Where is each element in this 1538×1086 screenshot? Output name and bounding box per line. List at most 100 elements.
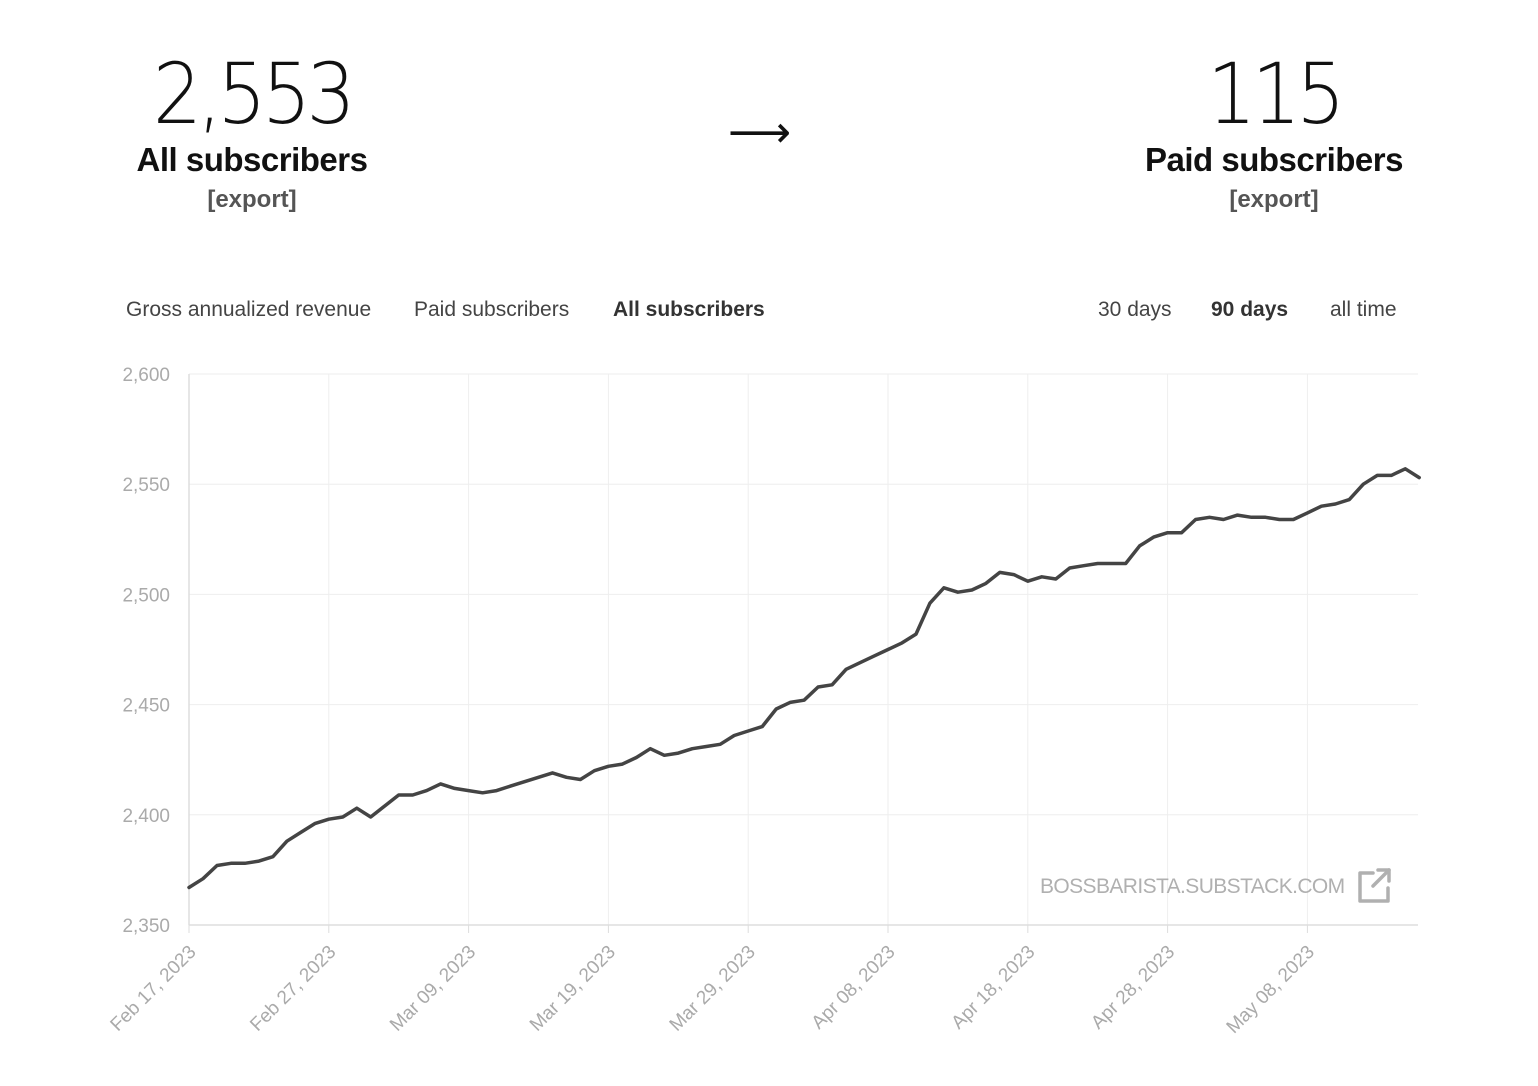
- x-tick-label: Mar 19, 2023: [526, 942, 620, 1036]
- paid-subscribers-label: Paid subscribers: [1145, 141, 1403, 178]
- data-point: [1110, 562, 1114, 566]
- data-point: [1250, 515, 1254, 519]
- data-point: [648, 747, 652, 751]
- axes: [188, 374, 1418, 933]
- series-layer: [187, 467, 1421, 890]
- paid-subscribers-export-link[interactable]: [export]: [1229, 186, 1319, 213]
- data-point: [313, 822, 317, 826]
- x-tick-label: Feb 17, 2023: [107, 942, 201, 1036]
- data-point: [1291, 518, 1295, 522]
- data-point: [1236, 513, 1240, 517]
- data-point: [439, 782, 443, 786]
- data-point: [746, 729, 750, 733]
- data-point: [1319, 504, 1323, 508]
- x-tick-label: Apr 28, 2023: [1087, 942, 1179, 1034]
- data-point: [1040, 575, 1044, 579]
- data-point: [1347, 498, 1351, 502]
- range-90-days[interactable]: 90 days: [1211, 298, 1289, 321]
- data-point: [942, 586, 946, 590]
- tab-all-subscribers[interactable]: All subscribers: [613, 298, 765, 321]
- data-point: [606, 764, 610, 768]
- data-point: [858, 661, 862, 665]
- data-point: [1152, 535, 1156, 539]
- data-point: [984, 581, 988, 585]
- data-point: [928, 601, 932, 605]
- data-point: [201, 877, 205, 881]
- data-point: [662, 753, 666, 757]
- data-point: [551, 771, 555, 775]
- y-tick-label: 2,400: [122, 806, 170, 827]
- x-tick-label: Apr 08, 2023: [808, 942, 900, 1034]
- data-point: [1180, 531, 1184, 535]
- data-point: [886, 648, 890, 652]
- data-point: [537, 775, 541, 779]
- data-point: [481, 791, 485, 795]
- data-point: [411, 793, 415, 797]
- tab-gross-annualized-revenue[interactable]: Gross annualized revenue: [126, 298, 372, 321]
- data-point: [900, 641, 904, 645]
- data-point: [1012, 573, 1016, 577]
- data-point: [243, 861, 247, 865]
- range-30-days[interactable]: 30 days: [1098, 298, 1172, 321]
- data-point: [1305, 511, 1309, 515]
- data-point: [299, 830, 303, 834]
- data-point: [341, 815, 345, 819]
- data-point: [788, 700, 792, 704]
- data-point: [1277, 518, 1281, 522]
- y-tick-label: 2,600: [122, 365, 170, 386]
- arrow-right-icon: ⟶: [728, 107, 792, 158]
- x-tick-label: Apr 18, 2023: [948, 942, 1040, 1034]
- data-point: [1375, 473, 1379, 477]
- x-axis-ticks: Feb 17, 2023 Feb 27, 2023 Mar 09, 2023 Mar …: [107, 942, 1319, 1038]
- data-point: [565, 775, 569, 779]
- data-point: [397, 793, 401, 797]
- all-subscribers-count: 2,553: [152, 45, 356, 143]
- data-point: [774, 707, 778, 711]
- y-tick-label: 2,500: [122, 585, 170, 606]
- data-point: [956, 590, 960, 594]
- data-point: [1264, 515, 1268, 519]
- range-all-time[interactable]: all time: [1330, 298, 1397, 321]
- data-point: [495, 789, 499, 793]
- series-line-all-subscribers: [187, 467, 1421, 890]
- data-point: [760, 725, 764, 729]
- data-point: [1403, 467, 1407, 471]
- all-subscribers-export-link[interactable]: [export]: [207, 186, 297, 213]
- data-point: [718, 742, 722, 746]
- data-point: [872, 654, 876, 658]
- data-point: [816, 685, 820, 689]
- data-point: [453, 786, 457, 790]
- data-point: [620, 762, 624, 766]
- data-point: [704, 745, 708, 749]
- data-point: [1082, 564, 1086, 568]
- data-point: [1417, 476, 1421, 480]
- data-point: [1124, 562, 1128, 566]
- data-point: [1389, 473, 1393, 477]
- tab-paid-subscribers[interactable]: Paid subscribers: [414, 298, 570, 321]
- all-subscribers-stat: 2,553 All subscribers [export]: [102, 48, 402, 214]
- y-axis-ticks: 2,350 2,400 2,450 2,500 2,550 2,600: [122, 365, 170, 937]
- data-point: [1194, 518, 1198, 522]
- x-tick-label: Feb 27, 2023: [246, 942, 340, 1036]
- paid-subscribers-count: 115: [1207, 45, 1345, 143]
- data-point: [285, 839, 289, 843]
- data-point: [970, 588, 974, 592]
- external-link-icon: [1358, 868, 1391, 903]
- data-point: [229, 861, 233, 865]
- data-point: [844, 667, 848, 671]
- data-point: [467, 789, 471, 793]
- data-point: [257, 859, 261, 863]
- data-point: [802, 698, 806, 702]
- data-point: [1222, 518, 1226, 522]
- data-point: [690, 747, 694, 751]
- grid-lines: [189, 373, 1418, 925]
- data-point: [271, 855, 275, 859]
- data-point: [998, 570, 1002, 574]
- x-tick-label: May 08, 2023: [1223, 942, 1319, 1038]
- data-point: [1138, 544, 1142, 548]
- watermark[interactable]: BOSSBARISTA.SUBSTACK.COM: [1040, 868, 1391, 903]
- data-point: [592, 769, 596, 773]
- data-point: [187, 886, 191, 890]
- data-point: [1026, 579, 1030, 583]
